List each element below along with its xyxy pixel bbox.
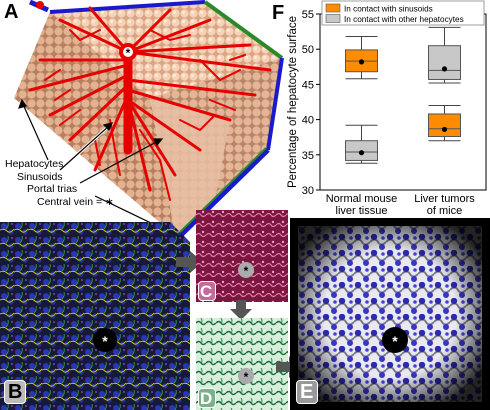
panel-d-letter-box — [198, 388, 216, 408]
mean-marker — [358, 59, 365, 65]
sinusoids-label: Sinusoids — [17, 170, 63, 183]
portal-triad-edges — [28, 0, 284, 240]
legend-label: In contact with sinusoids — [344, 5, 433, 14]
panel-b-letter: B — [8, 381, 23, 403]
box-sinusoids — [428, 113, 461, 137]
panel-d-letter: D — [200, 389, 213, 408]
legend-swatch — [325, 3, 341, 13]
panel-b-central-vein: * — [102, 333, 108, 349]
legend-label: In contact with other hepatocytes — [344, 15, 464, 24]
hepatocytes-label: Hepatocytes — [5, 158, 64, 170]
panel-e-central-vein: * — [392, 333, 398, 349]
y-tick-label: 50 — [302, 44, 314, 56]
central-vein-label: Central vein = ∗ — [37, 195, 114, 208]
mean-marker — [441, 126, 448, 133]
legend-frame — [321, 0, 485, 26]
mean-marker — [358, 150, 365, 156]
portal-trias-label: Portal trias — [27, 183, 78, 195]
panel-e-letter: E — [300, 381, 314, 403]
panel-e-letter-box — [296, 380, 318, 404]
panel-e-render: * — [290, 218, 490, 410]
central-vein-marker: * — [126, 46, 131, 60]
x-category-label: liver tissue — [336, 205, 388, 217]
panel-a-labels: Hepatocytes Sinusoids Portal trias Centr… — [5, 158, 114, 208]
panel-a-3d-render: * — [14, 0, 284, 240]
box-hepatocytes — [428, 45, 461, 80]
y-tick-label: 55 — [302, 9, 314, 21]
panel-c-letter: C — [200, 282, 213, 301]
panel-f-letter: F — [272, 2, 285, 24]
sinusoid-network — [28, 6, 272, 201]
panel-c-letter-box — [198, 281, 216, 301]
y-tick-label: 45 — [302, 79, 314, 91]
y-axis-label: Percentage of hepatocyte surface — [287, 16, 299, 188]
mean-marker — [441, 66, 448, 72]
y-tick-label: 30 — [302, 185, 314, 197]
x-category-label: Normal mouse — [326, 193, 398, 205]
legend-swatch — [325, 14, 341, 23]
plot-frame — [319, 13, 487, 191]
panel-c-central-vein: * — [244, 264, 249, 278]
y-tick-label: 40 — [302, 115, 314, 127]
y-tick-label: 35 — [302, 150, 314, 162]
lobule-left-face — [14, 12, 178, 238]
x-category-label: Liver tumors — [414, 193, 475, 205]
panel-b-section-image: * — [0, 222, 190, 410]
x-category-label: of mice — [427, 205, 462, 217]
panel-d-central-vein: * — [244, 370, 249, 384]
arrow-c-to-d — [230, 300, 252, 320]
central-vein-marker-bg — [123, 47, 133, 57]
panel-a-letter: A — [4, 1, 19, 23]
panel-b-letter-box — [4, 380, 26, 404]
